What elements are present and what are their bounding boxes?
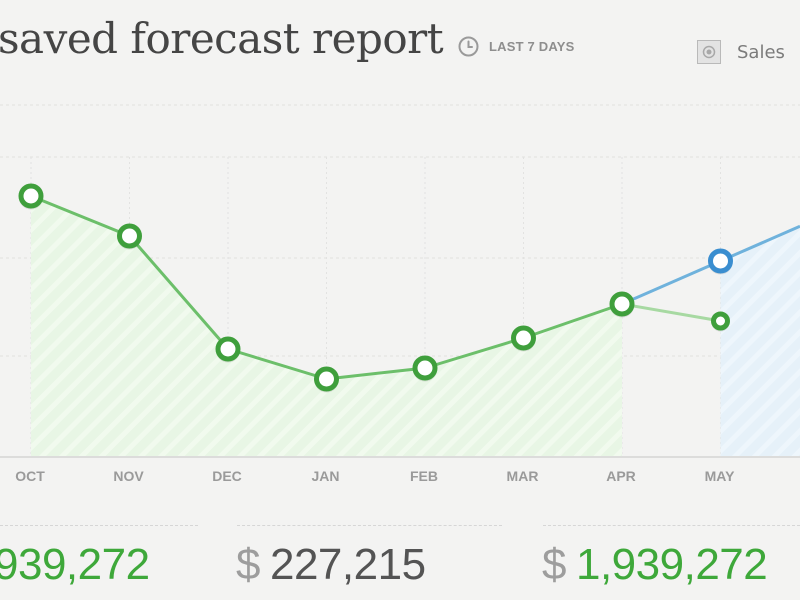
actual-point-highlight xyxy=(616,298,628,310)
actual-point xyxy=(117,223,142,249)
actual-point-highlight xyxy=(419,362,431,374)
actual-point xyxy=(314,366,339,392)
actual-point-highlight xyxy=(320,373,333,385)
actual-point xyxy=(215,336,241,362)
x-tick-label: JAN xyxy=(311,468,339,484)
actual-point xyxy=(412,355,438,381)
forecast-area xyxy=(720,226,800,456)
date-range-filter[interactable]: LAST 7 DAYS xyxy=(458,36,575,57)
clock-icon xyxy=(458,36,479,57)
stat-divider xyxy=(543,525,800,526)
page-title: saved forecast report xyxy=(0,14,444,63)
stat-amount: 1,939,272 xyxy=(575,540,768,589)
x-tick-label: OCT xyxy=(15,468,45,484)
stat-amount: 939,272 xyxy=(0,540,150,589)
x-tick-label: MAY xyxy=(705,468,735,484)
forecast-point-highlight xyxy=(714,255,727,267)
date-range-label: LAST 7 DAYS xyxy=(489,39,575,54)
projection-point xyxy=(711,311,730,331)
x-tick-label: MAR xyxy=(507,468,539,484)
actual-point-highlight xyxy=(123,230,136,242)
radio-checkbox-icon[interactable] xyxy=(697,40,721,64)
actual-point-highlight xyxy=(222,343,234,355)
forecast-point xyxy=(708,248,733,274)
stat-currency: $ xyxy=(236,540,260,589)
actual-point xyxy=(609,291,635,317)
projection-line xyxy=(621,302,721,323)
stat-total: 939,272 xyxy=(0,540,150,590)
stat-divider xyxy=(0,525,198,526)
actual-point-highlight xyxy=(25,190,37,202)
x-tick-label: FEB xyxy=(410,468,438,484)
legend-label: Sales xyxy=(737,41,785,63)
projection-point-highlight xyxy=(717,318,724,324)
actual-point xyxy=(511,325,536,351)
actual-point xyxy=(18,183,44,209)
stat-currency: $ xyxy=(542,540,566,589)
stat-divider xyxy=(237,525,502,526)
legend-toggle-sales[interactable]: Sales xyxy=(697,40,785,64)
x-tick-label: DEC xyxy=(212,468,242,484)
actual-point-highlight xyxy=(517,332,530,344)
stat-amount: 227,215 xyxy=(269,540,426,589)
x-tick-label: NOV xyxy=(113,468,144,484)
x-tick-label: APR xyxy=(606,468,636,484)
stat-total: $1,939,272 xyxy=(542,540,768,590)
actual-area xyxy=(31,196,622,456)
stat-total: $227,215 xyxy=(236,540,426,590)
